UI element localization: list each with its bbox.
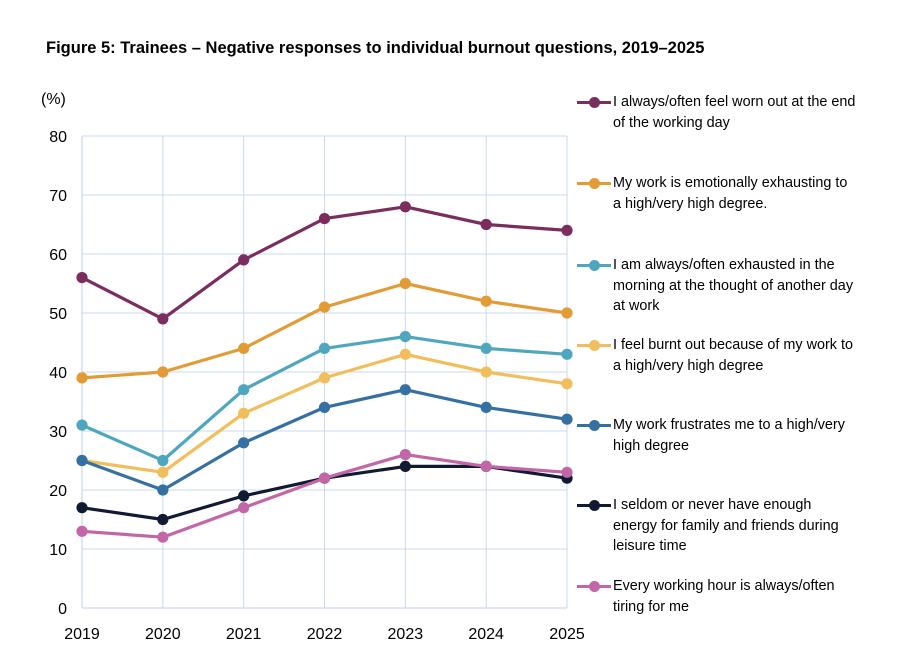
y-tick-label: 0 <box>58 601 67 618</box>
data-point <box>399 331 411 343</box>
data-point <box>480 366 492 378</box>
data-point <box>157 313 169 325</box>
data-point <box>238 342 250 354</box>
data-point <box>318 372 331 384</box>
series-2 <box>76 277 573 384</box>
data-point <box>238 490 250 502</box>
y-tick-label: 70 <box>49 188 67 205</box>
data-point <box>399 384 411 396</box>
data-point <box>399 201 411 213</box>
data-point <box>318 213 331 225</box>
data-point <box>238 502 250 514</box>
legend-swatch <box>577 581 611 593</box>
y-tick-label: 20 <box>49 483 67 500</box>
data-point <box>238 437 250 449</box>
legend-swatch <box>577 178 611 190</box>
data-point <box>76 502 88 514</box>
tick-labels: 0 10 20 30 40 50 60 70 80 2019 2020 2021 2022 2023 202… <box>49 129 585 643</box>
legend-label: My work frustrates me to a high/very hig… <box>613 417 845 454</box>
data-point <box>561 348 573 360</box>
data-point <box>561 378 573 390</box>
x-tick-label: 2022 <box>307 626 343 643</box>
data-point <box>157 366 169 378</box>
series-3 <box>76 331 573 467</box>
series-1 <box>76 201 573 325</box>
legend-label: Every working hour is always/often tirin… <box>613 578 835 615</box>
data-point <box>76 454 88 467</box>
series-7 <box>76 449 573 543</box>
data-point <box>76 372 88 384</box>
legend-label: My work is emotionally exhausting to a h… <box>613 175 848 212</box>
x-tick-label: 2019 <box>64 626 100 643</box>
legend-label: I am always/often exhausted in the morni… <box>613 257 854 314</box>
x-tick-label: 2025 <box>549 626 585 643</box>
data-point <box>238 254 250 266</box>
chart-title: Figure 5: Trainees – Negative responses … <box>46 39 705 57</box>
series-4 <box>76 348 573 478</box>
x-tick-label: 2023 <box>388 626 424 643</box>
data-point <box>76 272 88 284</box>
x-tick-label: 2020 <box>145 626 181 643</box>
data-point <box>318 401 331 413</box>
y-tick-label: 40 <box>49 365 67 382</box>
data-point <box>399 460 411 472</box>
x-tick-label: 2024 <box>468 626 504 643</box>
data-point <box>561 413 573 425</box>
series-lines <box>76 201 573 543</box>
data-point <box>76 419 88 431</box>
data-point <box>157 454 169 467</box>
y-tick-label: 80 <box>49 129 67 146</box>
legend-swatch <box>577 260 611 272</box>
data-point <box>76 525 88 537</box>
data-point <box>480 218 492 231</box>
data-point <box>399 277 411 290</box>
x-tick-label: 2021 <box>226 626 262 643</box>
data-point <box>157 513 169 526</box>
y-tick-label: 30 <box>49 424 67 441</box>
data-point <box>238 384 250 396</box>
data-point <box>157 531 169 543</box>
legend-swatch <box>577 340 611 352</box>
data-point <box>561 466 573 478</box>
data-point <box>480 401 492 413</box>
series-5 <box>76 384 573 496</box>
data-point <box>157 466 169 478</box>
y-tick-label: 50 <box>49 306 67 323</box>
y-tick-label: 60 <box>49 247 67 264</box>
data-point <box>318 472 331 484</box>
legend-swatch <box>577 500 611 512</box>
data-point <box>480 460 492 472</box>
data-point <box>399 449 411 461</box>
data-point <box>480 295 492 307</box>
legend-label: I feel burnt out because of my work to a… <box>613 337 853 374</box>
data-point <box>561 224 573 236</box>
legend-swatch <box>577 420 611 432</box>
data-point <box>480 342 492 354</box>
data-point <box>238 407 250 419</box>
y-axis-unit-label: (%) <box>41 91 66 108</box>
data-point <box>561 307 573 319</box>
y-tick-label: 10 <box>49 542 67 559</box>
data-point <box>318 301 331 313</box>
legend-swatch <box>577 97 611 109</box>
legend-label: I always/often feel worn out at the end … <box>613 94 856 131</box>
data-point <box>157 484 169 496</box>
data-point <box>399 348 411 360</box>
legend-label: I seldom or never have enough energy for… <box>613 497 839 554</box>
data-point <box>318 342 331 354</box>
